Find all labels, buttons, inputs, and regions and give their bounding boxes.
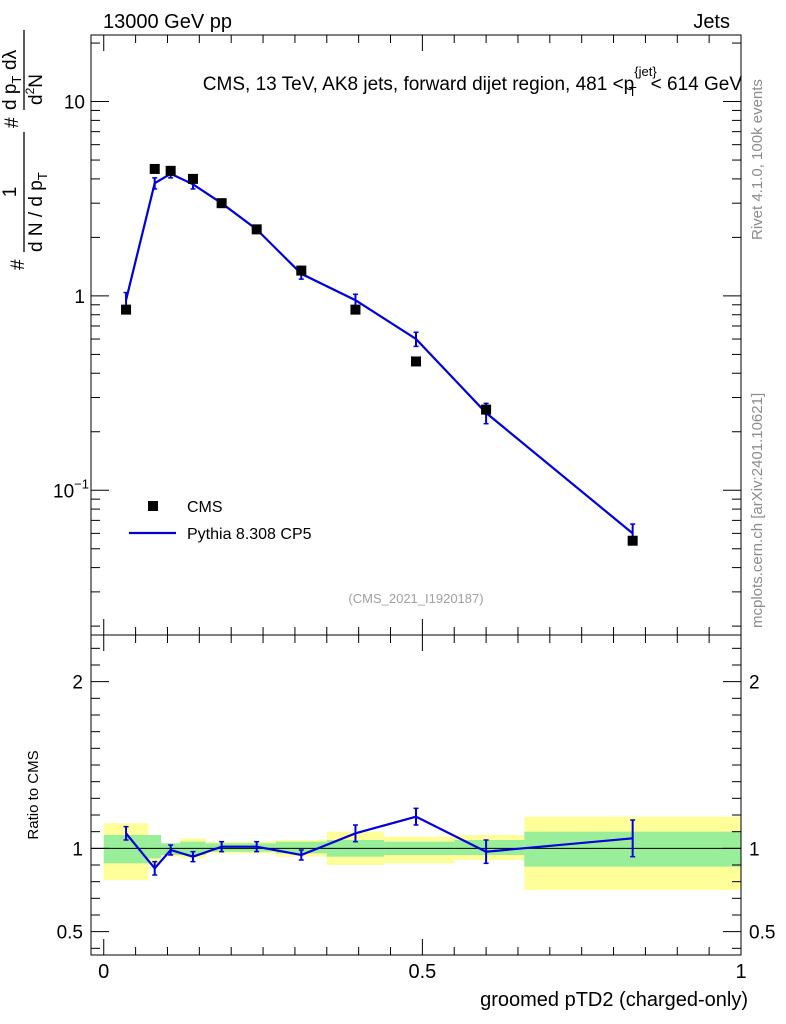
y-label-frac-den-main: d N / d p [26,180,47,252]
ratio-band-inner [148,835,162,859]
y-label-hash-2: # [2,117,23,128]
y-label-hash-3: # [0,19,3,30]
y-label-dp-main: d p [0,84,21,110]
y-label-hash: # [8,259,29,270]
pythia-line [124,172,634,535]
ratio-plot-content [91,807,741,890]
y-label-dp-sub: T [9,76,24,84]
cms-data-point [251,224,262,235]
mcplots-label: mcplots.cern.ch [arXiv:2401.10621] [749,393,766,628]
x-axis-label: groomed pTD2 (charged-only) [480,989,748,1011]
cms-data-point [121,304,132,315]
ratio-y-tick-label-right: 0.5 [749,923,775,944]
main-y-axis: 10−1 1 10 [53,35,742,635]
cms-data-point [149,163,160,174]
legend-cms-label: CMS [187,499,223,516]
plot-title-sub: T [629,84,637,99]
main-y-label: # 1 d N / d pT # d pT dλ d2N # [0,19,50,270]
ratio-y-tick-label: 2 [72,673,83,694]
plot-title-after: < 614 GeV [651,74,743,95]
legend-pythia-label: Pythia 8.308 CP5 [187,526,312,543]
y-label-d2-N: N [26,74,47,88]
main-y-tick-label: 1 [74,287,85,308]
main-plot-content [121,163,638,546]
energy-label: 13000 GeV pp [103,11,232,33]
y-label-frac-num: 1 [0,187,21,198]
plot-title: CMS, 13 TeV, AK8 jets, forward dijet reg… [203,64,743,99]
ratio-y-tick-label-right: 1 [749,839,760,860]
main-y-tick-label: 10−1 [53,476,89,502]
ratio-plot-frame [90,634,742,956]
analysis-tag: (CMS_2021_I1920187) [348,591,483,606]
legend: CMS Pythia 8.308 CP5 [129,499,312,543]
cms-data-point [165,165,176,176]
ratio-band-inner [275,841,327,854]
main-y-tick-label: 10 [64,93,85,114]
y-label-frac-den-sub: T [35,172,50,180]
cms-data-point [350,304,361,315]
plot-title-before: CMS, 13 TeV, AK8 jets, forward dijet reg… [203,74,634,95]
y-label-d2: d [26,94,47,105]
ratio-axes: 0.5 0.51 12 20 0.5 1 [57,635,775,983]
rivet-version-label: Rivet 4.1.0, 100k events [749,79,766,240]
ratio-plot-panel: 0.5 0.51 12 20 0.5 1 [57,634,775,983]
ratio-y-tick-label: 0.5 [57,923,83,944]
ratio-y-label: Ratio to CMS [25,750,42,839]
cms-data-point [627,535,638,546]
x-tick-label: 1 [735,961,746,983]
cms-data-point [296,265,307,276]
x-tick-label: 0.5 [408,961,436,983]
main-plot-panel: 10−1 1 10 CMS, 13 TeV, AK8 jets, forward d… [53,34,743,636]
y-label-d2-sup: 2 [23,87,37,94]
ratio-y-tick-label: 1 [72,839,83,860]
ratio-y-tick-label-right: 2 [749,673,760,694]
y-label-dlambda: dλ [0,49,21,70]
x-tick-label: 0 [98,961,109,983]
category-label: Jets [693,11,730,33]
y-label-dp: d pT [0,76,24,110]
cms-data-point [216,198,227,209]
plot-title-sup: {jet} [634,64,657,79]
legend-cms-marker [148,501,158,511]
cms-data-point [187,173,198,184]
y-label-d2n: d2N [23,74,47,105]
y-label-frac-den: d N / d pT [26,172,50,252]
cms-data-point [411,356,421,367]
cms-data-point [481,404,492,415]
